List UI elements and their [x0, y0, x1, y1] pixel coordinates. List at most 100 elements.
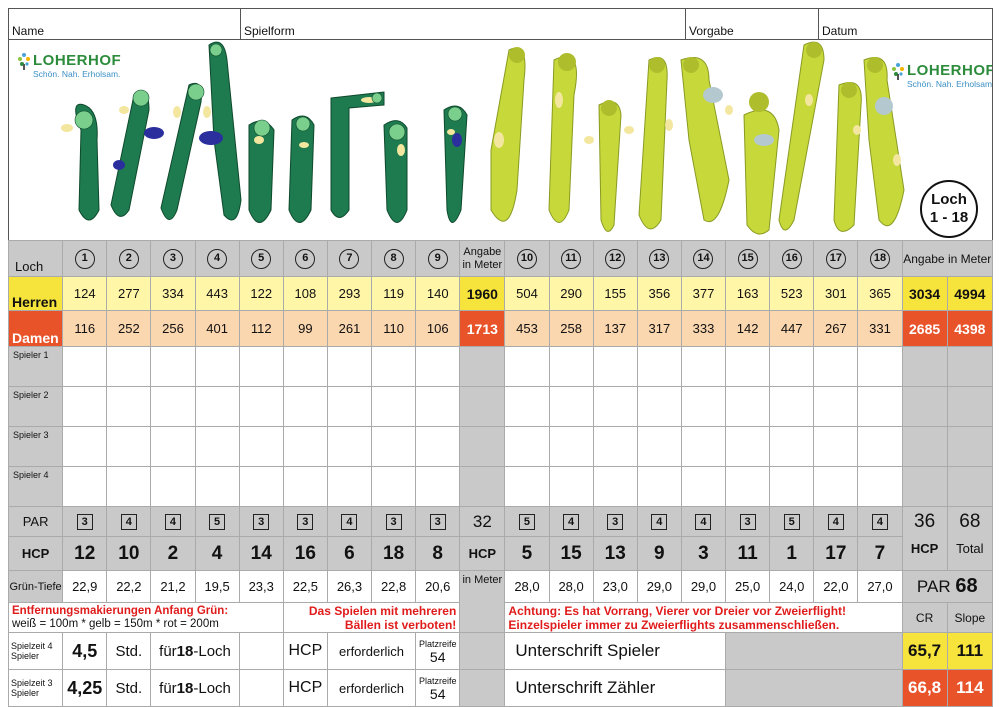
score-cell[interactable] [62, 386, 108, 427]
total-sum-cell[interactable] [946, 426, 994, 467]
total-sum-cell[interactable] [946, 386, 994, 427]
score-cell[interactable] [636, 386, 682, 427]
signature-zaehler[interactable]: Unterschrift Zähler [504, 669, 727, 707]
signature-field[interactable] [725, 669, 903, 707]
herren-distance: 108 [282, 276, 328, 311]
signature-field[interactable] [725, 632, 903, 670]
score-cell[interactable] [813, 426, 859, 467]
score-cell[interactable] [62, 426, 108, 467]
score-cell[interactable] [194, 346, 240, 387]
score-cell[interactable] [680, 466, 727, 507]
score-cell[interactable] [150, 346, 196, 387]
score-cell[interactable] [769, 466, 815, 507]
score-cell[interactable] [238, 346, 284, 387]
score-cell[interactable] [592, 466, 638, 507]
score-cell[interactable] [504, 466, 550, 507]
score-cell[interactable] [857, 466, 903, 507]
hole-1-layout [75, 103, 100, 221]
score-cell[interactable] [238, 466, 284, 507]
score-cell[interactable] [282, 426, 328, 467]
score-cell[interactable] [106, 386, 152, 427]
score-cell[interactable] [415, 466, 461, 507]
score-cell[interactable] [769, 426, 815, 467]
score-cell[interactable] [725, 346, 771, 387]
score-cell[interactable] [150, 386, 196, 427]
front-sum-cell[interactable] [459, 346, 506, 387]
score-cell[interactable] [415, 426, 461, 467]
score-cell[interactable] [194, 426, 240, 467]
score-cell[interactable] [282, 466, 328, 507]
hole-layouts [61, 41, 905, 235]
score-cell[interactable] [326, 386, 373, 427]
score-cell[interactable] [371, 386, 417, 427]
score-cell[interactable] [415, 386, 461, 427]
back-sum-cell[interactable] [901, 466, 948, 507]
score-cell[interactable] [548, 386, 594, 427]
score-cell[interactable] [150, 466, 196, 507]
score-cell[interactable] [680, 386, 727, 427]
score-cell[interactable] [636, 426, 682, 467]
front-sum-cell[interactable] [459, 426, 506, 467]
score-cell[interactable] [106, 466, 152, 507]
score-cell[interactable] [592, 386, 638, 427]
score-cell[interactable] [238, 426, 284, 467]
score-cell[interactable] [725, 426, 771, 467]
score-cell[interactable] [150, 426, 196, 467]
score-cell[interactable] [62, 466, 108, 507]
score-cell[interactable] [548, 466, 594, 507]
total-sum-cell[interactable] [946, 346, 994, 387]
score-cell[interactable] [504, 426, 550, 467]
score-cell[interactable] [857, 346, 903, 387]
score-cell[interactable] [725, 466, 771, 507]
score-cell[interactable] [769, 386, 815, 427]
score-cell[interactable] [769, 346, 815, 387]
score-cell[interactable] [194, 386, 240, 427]
score-cell[interactable] [592, 426, 638, 467]
score-cell[interactable] [636, 346, 682, 387]
cr-herren: 65,7 [901, 632, 948, 670]
name-field[interactable]: Name [9, 9, 241, 39]
score-cell[interactable] [238, 386, 284, 427]
score-cell[interactable] [680, 426, 727, 467]
score-cell[interactable] [371, 346, 417, 387]
score-cell[interactable] [106, 346, 152, 387]
signature-spieler[interactable]: Unterschrift Spieler [504, 632, 727, 670]
back-sum-cell[interactable] [901, 386, 948, 427]
score-cell[interactable] [636, 466, 682, 507]
score-cell[interactable] [415, 346, 461, 387]
score-cell[interactable] [548, 346, 594, 387]
spielform-field[interactable]: Spielform [241, 9, 686, 39]
score-cell[interactable] [857, 426, 903, 467]
datum-field[interactable]: Datum [819, 9, 992, 39]
back-sum-cell[interactable] [901, 346, 948, 387]
score-cell[interactable] [371, 426, 417, 467]
back-sum-cell[interactable] [901, 426, 948, 467]
score-cell[interactable] [725, 386, 771, 427]
score-cell[interactable] [504, 386, 550, 427]
hole-number: 14 [693, 248, 714, 269]
score-cell[interactable] [504, 346, 550, 387]
total-sum-cell[interactable] [946, 466, 994, 507]
score-cell[interactable] [194, 466, 240, 507]
score-cell[interactable] [282, 346, 328, 387]
hole-15-layout [743, 109, 780, 235]
score-cell[interactable] [813, 386, 859, 427]
score-cell[interactable] [326, 466, 373, 507]
score-cell[interactable] [326, 426, 373, 467]
loherhof-logo-right: LOHERHOF Schön. Nah. Erholsam. [892, 62, 992, 89]
score-cell[interactable] [62, 346, 108, 387]
score-cell[interactable] [592, 346, 638, 387]
vorgabe-field[interactable]: Vorgabe [686, 9, 819, 39]
score-cell[interactable] [813, 346, 859, 387]
front-sum-cell[interactable] [459, 466, 506, 507]
score-cell[interactable] [680, 346, 727, 387]
score-cell[interactable] [282, 386, 328, 427]
score-cell[interactable] [326, 346, 373, 387]
score-cell[interactable] [371, 466, 417, 507]
score-cell[interactable] [857, 386, 903, 427]
score-cell[interactable] [106, 426, 152, 467]
front-sum-cell[interactable] [459, 386, 506, 427]
score-cell[interactable] [813, 466, 859, 507]
score-cell[interactable] [548, 426, 594, 467]
par-row: PAR 3 4 4 5 3 3 4 3 3 32 5 4 3 4 4 3 5 4… [7, 506, 994, 571]
